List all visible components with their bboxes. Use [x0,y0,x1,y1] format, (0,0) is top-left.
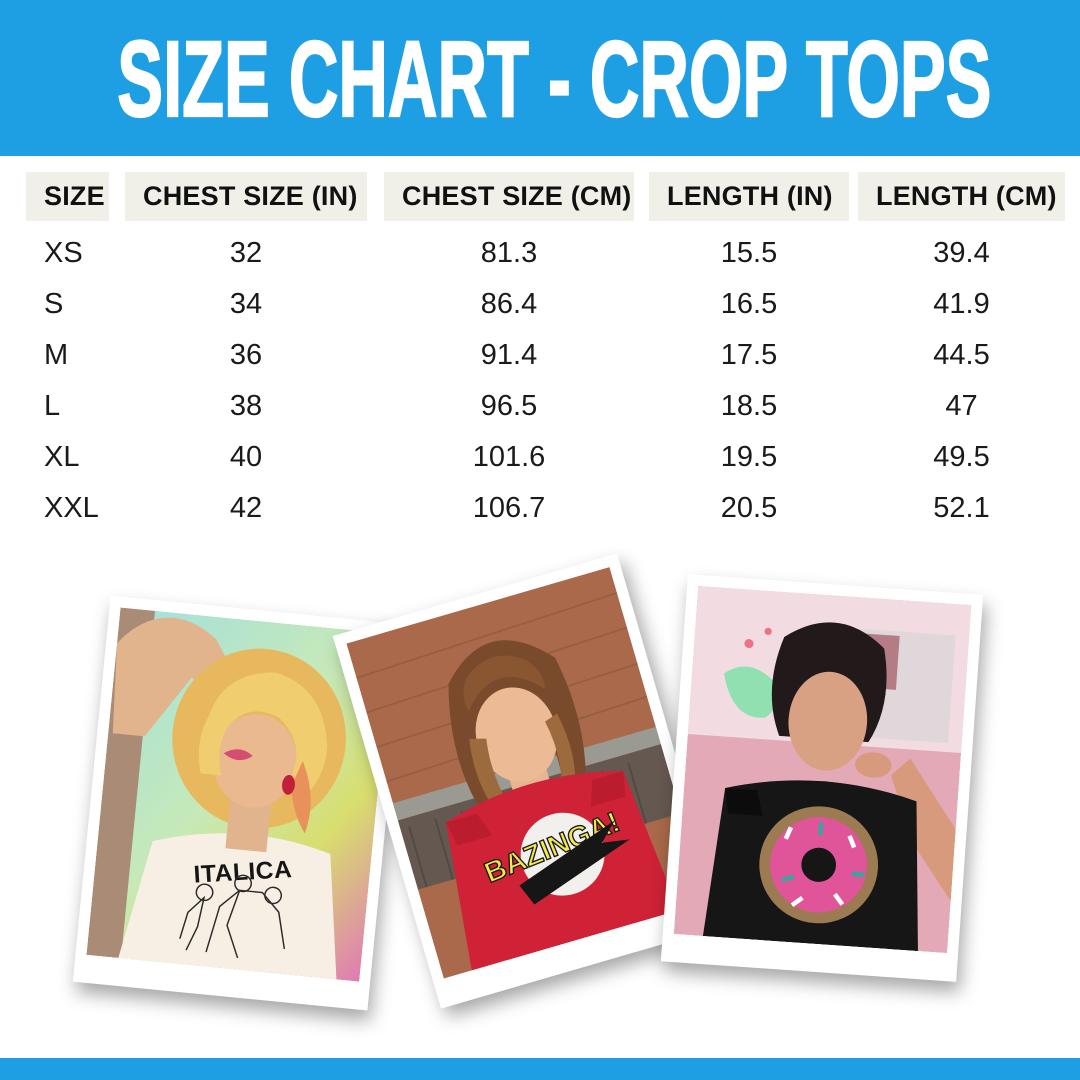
svg-text:ITALICA: ITALICA [193,856,293,888]
